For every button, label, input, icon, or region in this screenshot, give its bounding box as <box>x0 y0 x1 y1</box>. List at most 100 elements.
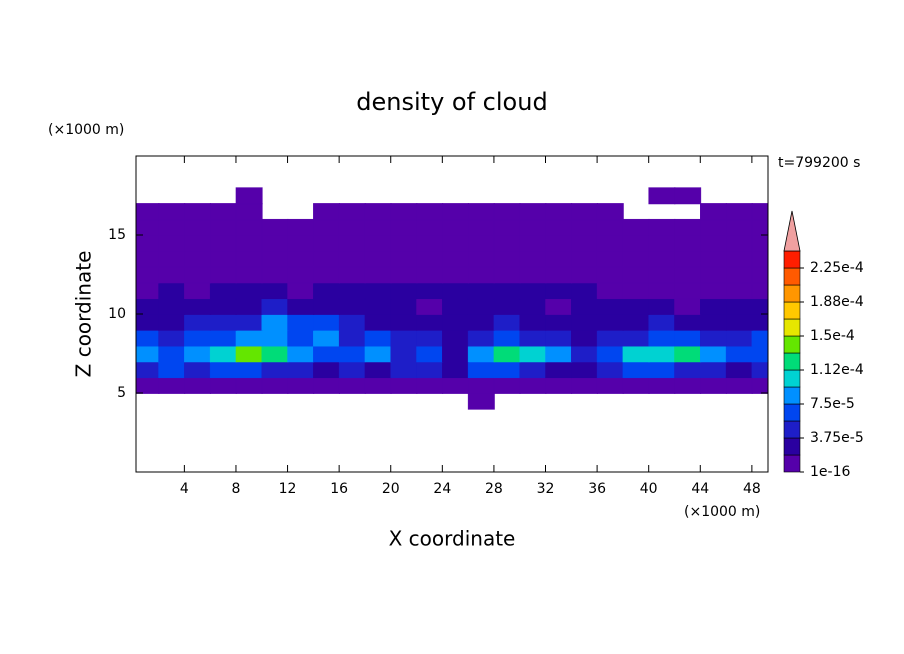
field-cell <box>648 313 676 331</box>
field-cell <box>287 297 315 315</box>
field-cell <box>493 218 521 236</box>
field-cell <box>751 313 768 331</box>
field-cell <box>493 313 521 331</box>
field-cell <box>261 250 289 268</box>
field-cell <box>700 313 727 331</box>
field-cell <box>235 266 263 284</box>
field-cell <box>235 250 263 268</box>
field-cell <box>184 203 212 221</box>
field-cell <box>261 345 289 363</box>
colorbar-tick-label: 2.25e-4 <box>810 260 864 276</box>
field-cell <box>751 345 768 363</box>
field-cell <box>364 313 392 331</box>
field-cell <box>493 282 521 300</box>
field-cell <box>235 361 263 379</box>
field-cell <box>442 313 469 331</box>
field-cell <box>158 361 186 379</box>
field-cell <box>313 329 340 347</box>
field-cell <box>136 297 160 315</box>
field-cell <box>136 250 160 268</box>
field-cell <box>442 282 469 300</box>
field-cell <box>390 203 418 221</box>
field-cell <box>596 250 624 268</box>
field-cell <box>467 361 495 379</box>
field-cell <box>313 297 340 315</box>
field-cell <box>725 234 753 252</box>
x-tick-label: 16 <box>330 481 348 497</box>
field-cell <box>571 345 598 363</box>
field-cell <box>700 376 727 394</box>
field-cell <box>235 187 263 205</box>
field-cell <box>674 187 702 205</box>
field-cell <box>136 282 160 300</box>
field-cell <box>751 361 768 379</box>
field-cell <box>158 313 186 331</box>
field-cell <box>209 376 237 394</box>
field-cell <box>390 218 418 236</box>
colorbar-band <box>783 420 801 439</box>
field-cell <box>364 376 392 394</box>
field-cell <box>261 361 289 379</box>
field-cell <box>596 218 624 236</box>
field-cell <box>467 203 495 221</box>
field-cell <box>545 282 573 300</box>
field-cell <box>390 329 418 347</box>
y-unit: (×1000 m) <box>48 122 124 138</box>
time-annotation: t=799200 s <box>778 155 860 171</box>
colorbar-band <box>783 284 801 303</box>
field-cell <box>519 218 547 236</box>
field-cell <box>648 250 676 268</box>
field-cell <box>648 234 676 252</box>
field-cell <box>571 329 598 347</box>
field-cell <box>313 361 340 379</box>
x-tick-label: 32 <box>537 481 555 497</box>
field-cell <box>209 313 237 331</box>
field-cell <box>184 329 212 347</box>
field-cell <box>700 234 727 252</box>
field-cell <box>596 345 624 363</box>
field-cell <box>364 329 392 347</box>
field-cell <box>235 234 263 252</box>
colorbar-band <box>783 437 801 456</box>
field-cell <box>416 297 444 315</box>
field-cell <box>184 282 212 300</box>
field-cell <box>674 376 702 394</box>
field-cell <box>287 250 315 268</box>
field-cell <box>287 234 315 252</box>
field-cell <box>700 297 727 315</box>
colorbar-tick-label: 1.12e-4 <box>810 362 864 378</box>
field-cell <box>416 329 444 347</box>
field-cell <box>136 345 160 363</box>
field-cell <box>648 266 676 284</box>
field-cell <box>622 313 650 331</box>
field-cell <box>158 250 186 268</box>
field-cell <box>571 313 598 331</box>
field-cell <box>184 345 212 363</box>
field-cell <box>700 250 727 268</box>
colorbar-band <box>783 301 801 320</box>
colorbar-band <box>783 318 801 337</box>
field-cell <box>700 282 727 300</box>
field-cell <box>751 297 768 315</box>
colorbar-band <box>783 386 801 405</box>
field-cell <box>313 313 340 331</box>
colorbar-band <box>783 352 801 371</box>
field-cell <box>158 218 186 236</box>
field-cell <box>209 282 237 300</box>
field-cell <box>261 313 289 331</box>
field-cell <box>545 361 573 379</box>
field-cell <box>467 376 495 394</box>
field-cell <box>313 282 340 300</box>
field-cell <box>261 282 289 300</box>
field-cell <box>416 361 444 379</box>
field-cell <box>467 250 495 268</box>
field-cell <box>338 203 366 221</box>
field-cell <box>596 203 624 221</box>
field-cell <box>261 376 289 394</box>
field-cell <box>338 329 366 347</box>
field-cell <box>493 376 521 394</box>
x-tick-label: 20 <box>382 481 400 497</box>
field-cell <box>184 266 212 284</box>
field-cell <box>390 282 418 300</box>
